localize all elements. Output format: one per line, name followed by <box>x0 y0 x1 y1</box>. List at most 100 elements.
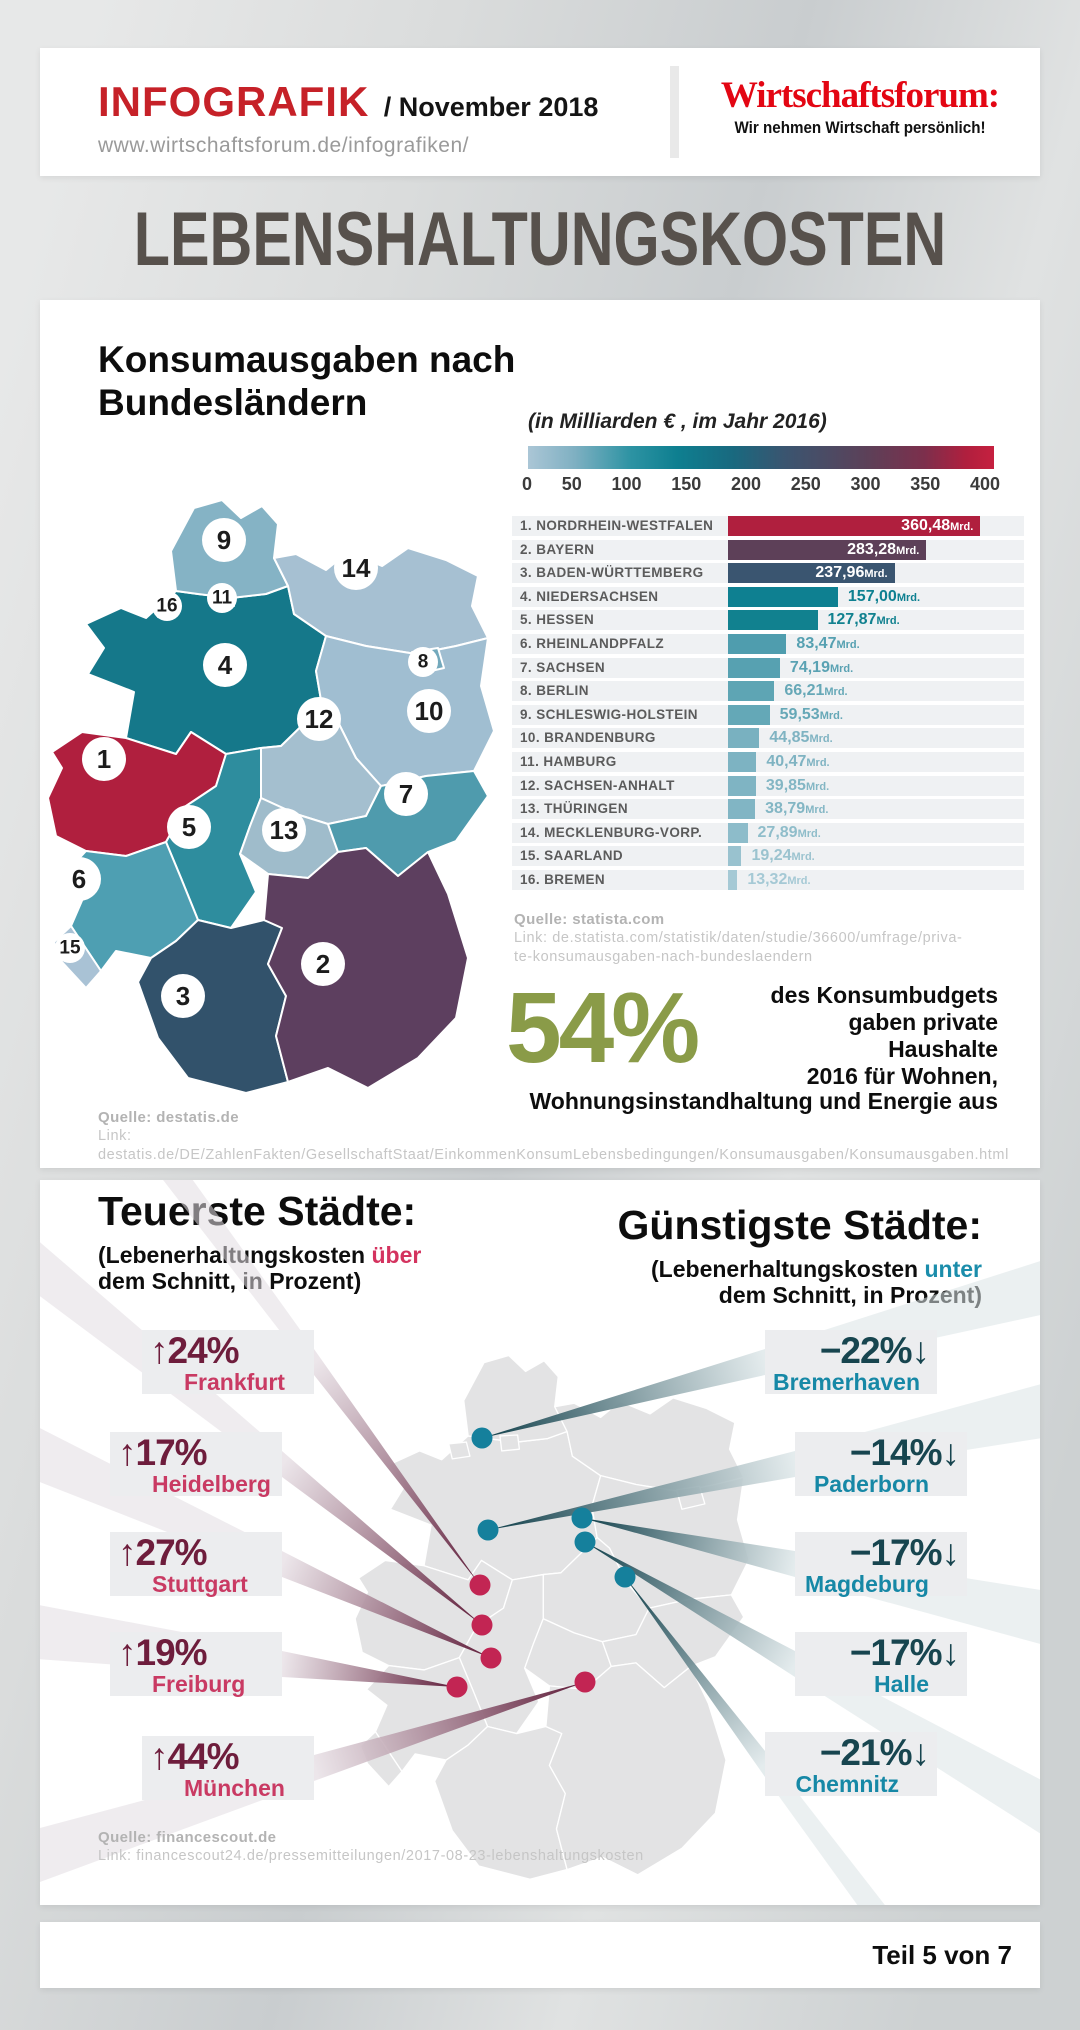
bar-value: 283,28Mrd. <box>847 540 920 558</box>
bar-row: 7. SACHSEN 74,19Mrd. <box>512 657 1024 678</box>
city-callout-paderborn: −14%↓ Paderborn <box>795 1432 967 1496</box>
bar-row: 11. HAMBURG 40,47Mrd. <box>512 751 1024 772</box>
map-number-badge: 6 <box>57 857 101 901</box>
svg-text:6: 6 <box>72 864 86 894</box>
scale-tick: 50 <box>561 474 582 494</box>
highlight-ueber: über <box>371 1242 422 1268</box>
city-percent: ↑17% <box>118 1432 208 1473</box>
section-staedte: Teuerste Städte: (Lebenerhaltungskosten … <box>40 1180 1040 1905</box>
svg-text:13: 13 <box>270 815 299 845</box>
bar <box>728 610 818 631</box>
bar <box>728 728 760 749</box>
bar <box>728 681 775 702</box>
map-number-badge: 3 <box>161 974 205 1018</box>
color-scale-bar <box>528 446 994 469</box>
source-financescout: Quelle: financescout.de Link: financesco… <box>98 1829 644 1864</box>
map-number-badge: 13 <box>262 808 306 852</box>
logo-title: Wirtschaftsforum: <box>720 75 1000 116</box>
svg-text:7: 7 <box>399 779 413 809</box>
bar <box>728 586 838 607</box>
map-number-badge: 8 <box>408 647 438 677</box>
map-number-badge: 5 <box>167 805 211 849</box>
footer: Teil 5 von 7 <box>40 1922 1040 1988</box>
bar-value: 237,96Mrd. <box>815 564 888 582</box>
bar-value: 27,89Mrd. <box>757 823 821 841</box>
bundesland-label: 14. MECKLENBURG-VORP. <box>520 824 703 840</box>
bar <box>728 539 927 560</box>
bar-row: 5. HESSEN 127,87Mrd. <box>512 610 1024 631</box>
bar-row: 8. BERLIN 66,21Mrd. <box>512 681 1024 702</box>
bar-row: 9. SCHLESWIG-HOLSTEIN 59,53Mrd. <box>512 704 1024 725</box>
svg-text:14: 14 <box>342 553 371 583</box>
bar-value: 19,24Mrd. <box>751 847 815 865</box>
city-name: Magdeburg <box>805 1571 929 1597</box>
bar-row: 16. BREMEN 13,32Mrd. <box>512 869 1024 890</box>
city-callout-halle: −17%↓ Halle <box>795 1632 967 1696</box>
city-percent: ↑24% <box>150 1330 240 1371</box>
header-divider <box>670 66 679 158</box>
bundesland-label: 6. RHEINLANDPFALZ <box>520 635 665 651</box>
bundesland-label: 3. BADEN-WÜRTTEMBERG <box>520 565 704 581</box>
stat-text-last-line: Wohnungsinstandhaltung und Energie aus <box>529 1088 998 1114</box>
city-name: Paderborn <box>813 1471 929 1497</box>
logo-tagline: Wir nehmen Wirtschaft persönlich! <box>734 119 986 137</box>
bar-value: 39,85Mrd. <box>765 776 830 794</box>
city-callout-münchen: ↑44% München <box>142 1736 314 1800</box>
city-percent: ↑44% <box>150 1736 240 1777</box>
svg-text:15: 15 <box>59 938 81 959</box>
city-callout-chemnitz: −21%↓ Chemnitz <box>765 1732 937 1796</box>
map-number-badge: 11 <box>207 583 237 613</box>
stat-text-line: Haushalte <box>888 1036 998 1062</box>
bar-chart-rows: 1. NORDRHEIN-WESTFALEN 360,48Mrd. 2. BAYER… <box>512 516 1024 894</box>
city-name: Chemnitz <box>795 1771 900 1797</box>
city-percent: ↑19% <box>118 1632 208 1673</box>
bar <box>728 846 742 867</box>
svg-text:3: 3 <box>176 981 190 1011</box>
logo: Wirtschaftsforum: Wir nehmen Wirtschaft … <box>700 74 1020 138</box>
map-number-badge: 7 <box>384 772 428 816</box>
bar-row: 2. BAYERN 283,28Mrd. <box>512 539 1024 560</box>
scale-tick: 300 <box>850 474 881 494</box>
city-name: Heidelberg <box>152 1471 271 1497</box>
map-number-badge: 14 <box>334 546 378 590</box>
city-name: München <box>184 1775 285 1801</box>
bar-row: 4. NIEDERSACHSEN 157,00Mrd. <box>512 586 1024 607</box>
brand-line: INFOGRAFIK / November 2018 <box>98 78 598 126</box>
bar-row: 3. BADEN-WÜRTTEMBERG 237,96Mrd. <box>512 563 1024 584</box>
stat-text: des Konsumbudgets gaben private Haushalte 2… <box>771 976 998 1090</box>
bar-value: 13,32Mrd. <box>747 870 811 888</box>
bar-row: 12. SACHSEN-ANHALT 39,85Mrd. <box>512 775 1024 796</box>
bundesland-label: 9. SCHLESWIG-HOLSTEIN <box>520 706 698 722</box>
bar <box>728 799 756 820</box>
bar-value: 66,21Mrd. <box>784 682 848 700</box>
bar-value: 157,00Mrd. <box>847 587 921 605</box>
bar-value: 59,53Mrd. <box>779 705 843 723</box>
map-region-by <box>263 847 469 1089</box>
cheap-title: Günstigste Städte: <box>617 1202 982 1248</box>
bar <box>728 563 895 584</box>
city-name: Frankfurt <box>184 1369 285 1395</box>
scale-tick: 250 <box>790 474 821 494</box>
map-number-badge: 16 <box>152 591 182 621</box>
city-percent: −17%↓ <box>849 1632 960 1673</box>
section-konsumausgaben: Konsumausgaben nach Bundesländern (in Mi… <box>40 300 1040 1168</box>
city-name: Stuttgart <box>152 1571 248 1597</box>
expensive-title: Teuerste Städte: <box>98 1188 417 1234</box>
scale-tick: 400 <box>969 474 1000 494</box>
city-percent: −17%↓ <box>849 1532 960 1573</box>
bundesland-label: 1. NORDRHEIN-WESTFALEN <box>520 518 714 533</box>
bar-value: 83,47Mrd. <box>796 634 860 652</box>
scale-tick: 0 <box>522 474 533 494</box>
source-statista: Quelle: statista.com Link: de.statista.c… <box>514 911 963 965</box>
city-callout-heidelberg: ↑17% Heidelberg <box>110 1432 282 1496</box>
city-callout-magdeburg: −17%↓ Magdeburg <box>795 1532 967 1596</box>
bar-row: 6. RHEINLANDPFALZ 83,47Mrd. <box>512 633 1024 654</box>
city-callout-bremerhaven: −22%↓ Bremerhaven <box>765 1330 937 1394</box>
map-region-sh <box>463 1354 568 1443</box>
page-title: LEBENSHALTUNGSKOSTEN <box>133 197 947 282</box>
section1-title: Konsumausgaben nach Bundesländern <box>98 339 516 423</box>
scale-tick: 150 <box>671 474 702 494</box>
bar-value: 360,48Mrd. <box>901 517 974 534</box>
svg-text:12: 12 <box>305 704 334 734</box>
